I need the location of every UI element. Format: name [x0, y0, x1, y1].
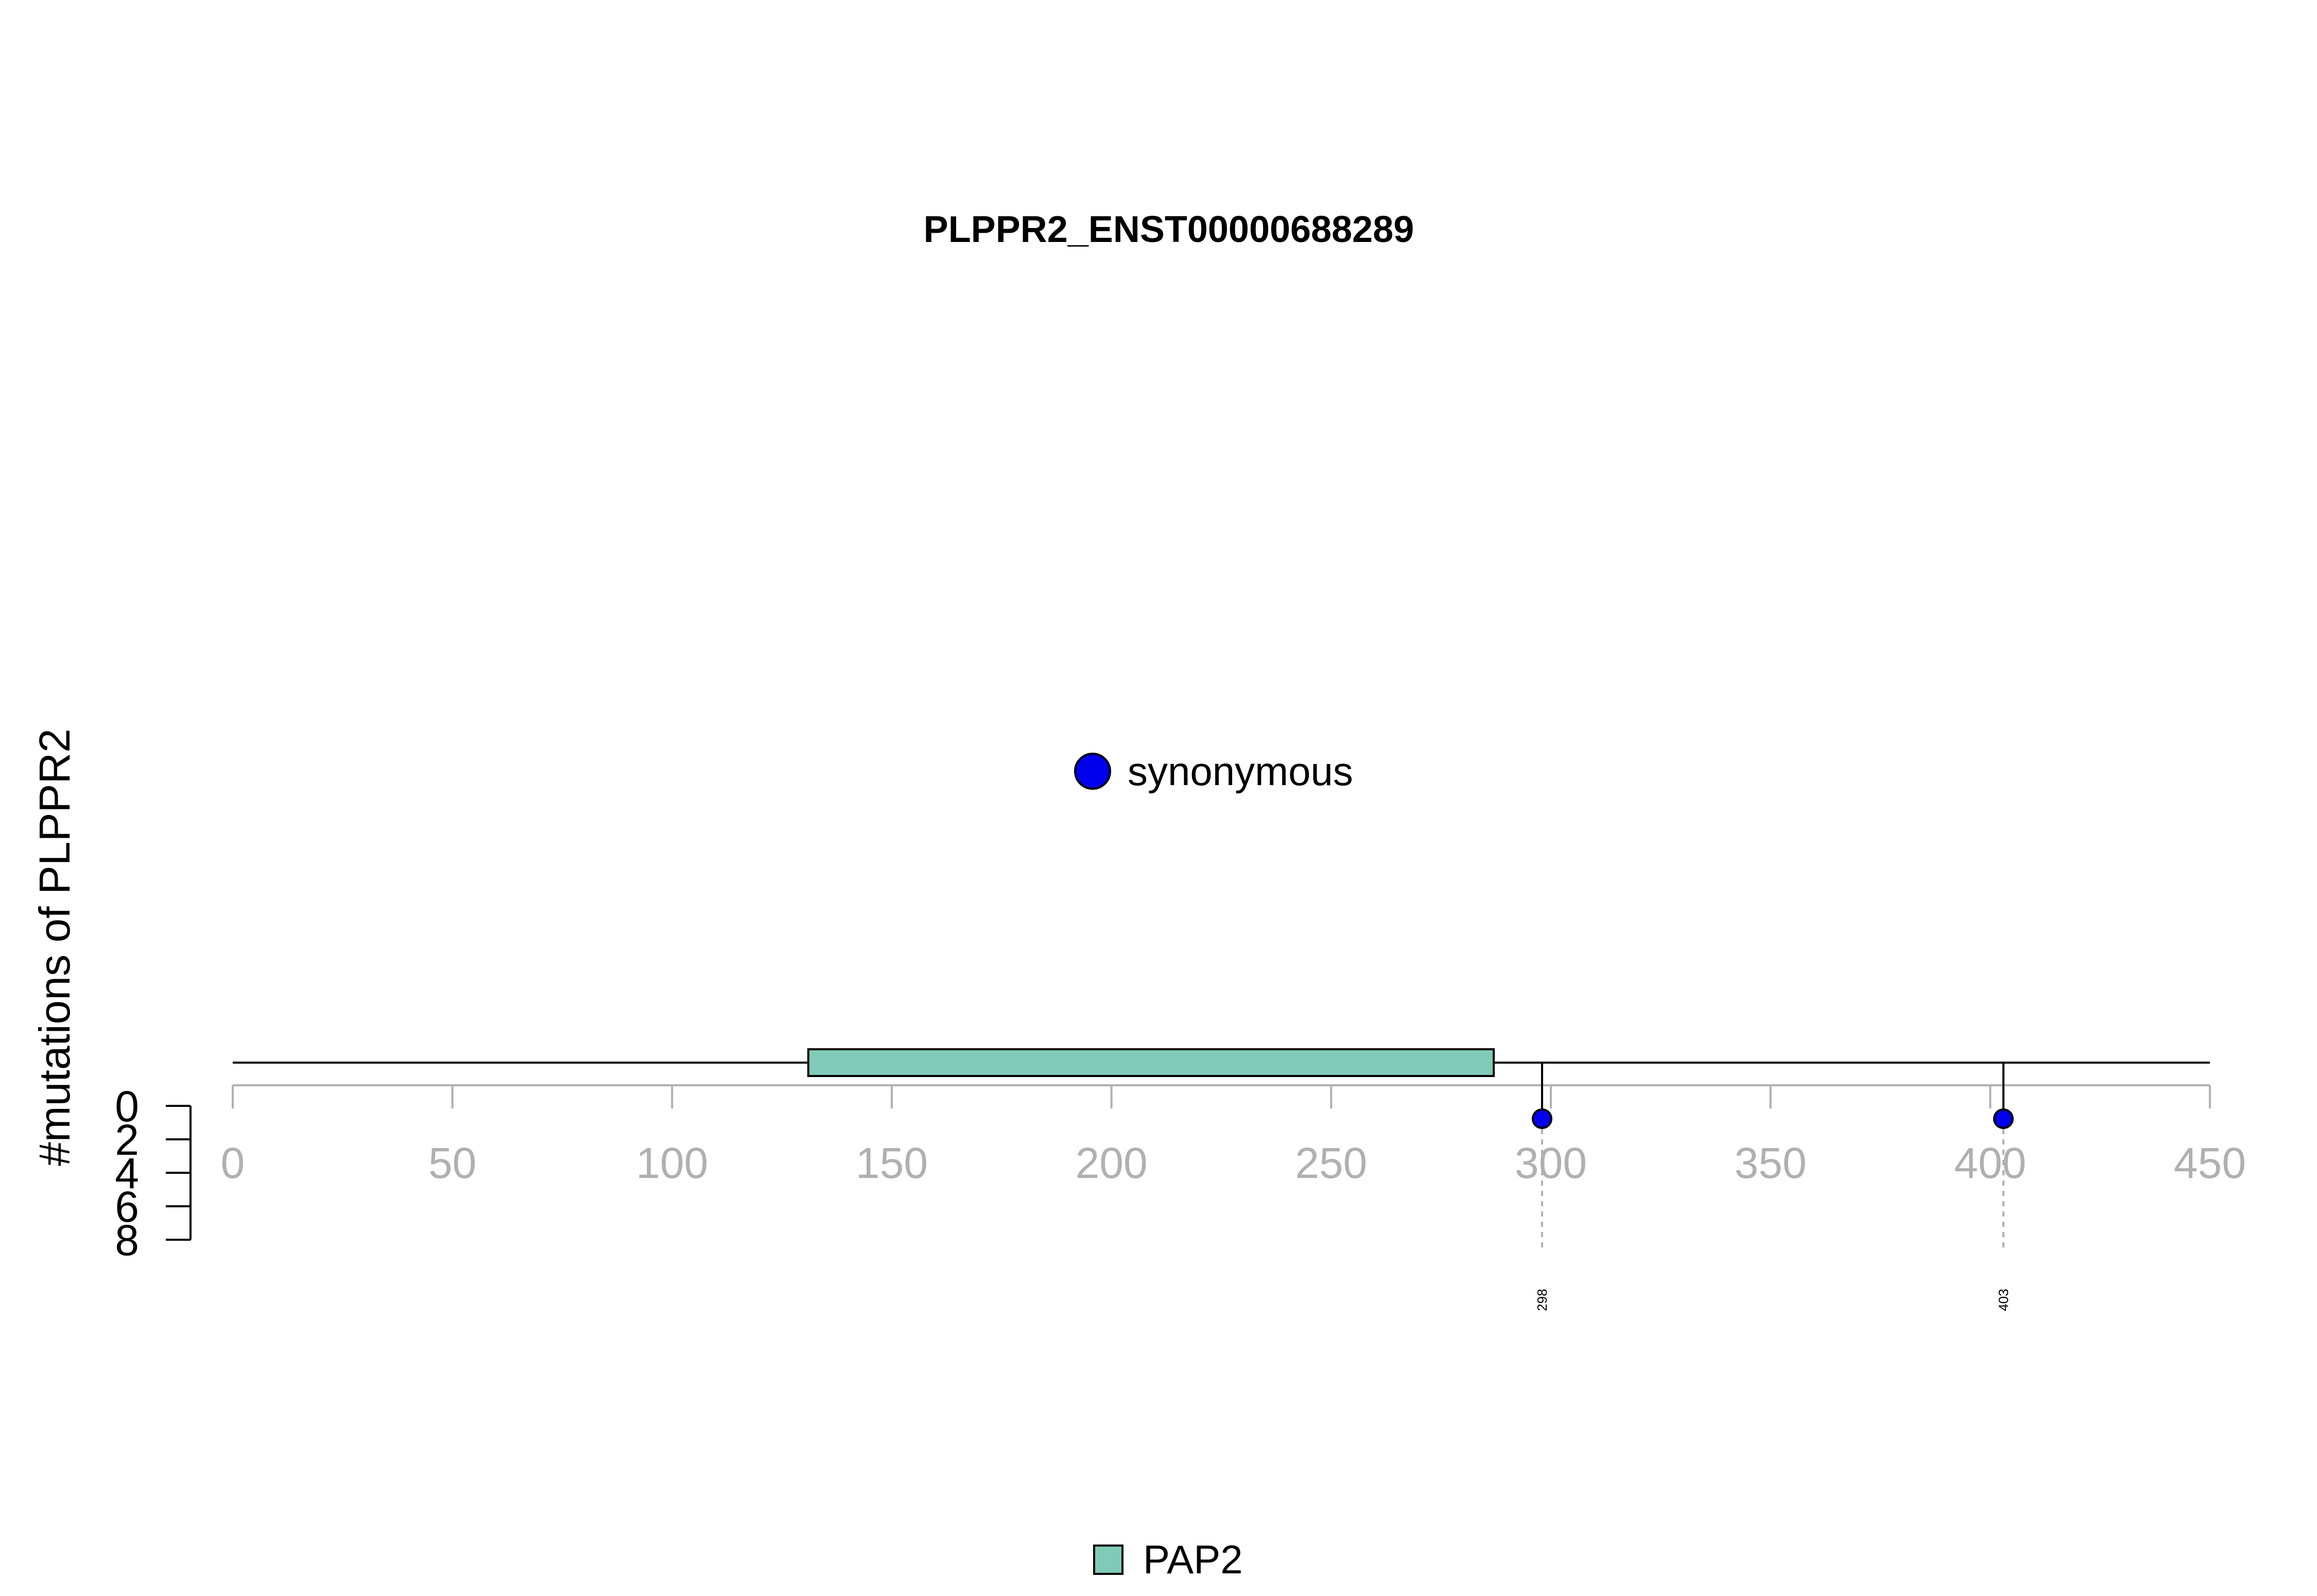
x-axis: 0 50 100 150 200 250 300 350 400 450 — [221, 1084, 2246, 1187]
x-tick-label: 150 — [856, 1139, 928, 1187]
legend-pap2-swatch — [1093, 1545, 1123, 1575]
x-tick-label: 0 — [221, 1139, 245, 1187]
chart-title: PLPPR2_ENST00000688289 — [924, 209, 1414, 250]
x-tick-label: 400 — [1954, 1139, 2026, 1187]
mutation-position-label: 298 — [1534, 1289, 1550, 1311]
y-tick-label: 4 — [115, 1149, 139, 1198]
y-tick-label: 2 — [115, 1116, 139, 1164]
x-tick-label: 450 — [2174, 1139, 2246, 1187]
mutation-point — [1531, 1108, 1552, 1129]
x-tick-label: 300 — [1515, 1139, 1587, 1187]
y-tick-label: 0 — [115, 1082, 139, 1131]
x-tick-label: 350 — [1735, 1139, 1807, 1187]
domain-pap2 — [807, 1048, 1495, 1077]
domain-legend: PAP2 — [1093, 1537, 1243, 1582]
mutation-point — [1993, 1108, 2014, 1129]
y-tick-label: 6 — [115, 1183, 139, 1231]
x-tick-label: 100 — [636, 1139, 708, 1187]
mutation-layer: 298 403 — [1531, 1063, 2014, 1311]
x-tick-label: 50 — [428, 1139, 476, 1187]
y-tick-label: 8 — [115, 1216, 139, 1264]
y-axis-label: #mutations of PLPPR2 — [30, 728, 79, 1166]
mutation-position-label: 403 — [1996, 1289, 2011, 1311]
x-tick-label: 250 — [1295, 1139, 1367, 1187]
mutation-legend: synonymous — [1074, 749, 1353, 794]
x-tick-label: 200 — [1076, 1139, 1148, 1187]
legend-pap2-label: PAP2 — [1143, 1537, 1243, 1582]
domain-layer — [807, 1048, 1495, 1077]
legend-synonymous-label: synonymous — [1128, 749, 1353, 794]
legend-synonymous-marker — [1074, 753, 1111, 790]
